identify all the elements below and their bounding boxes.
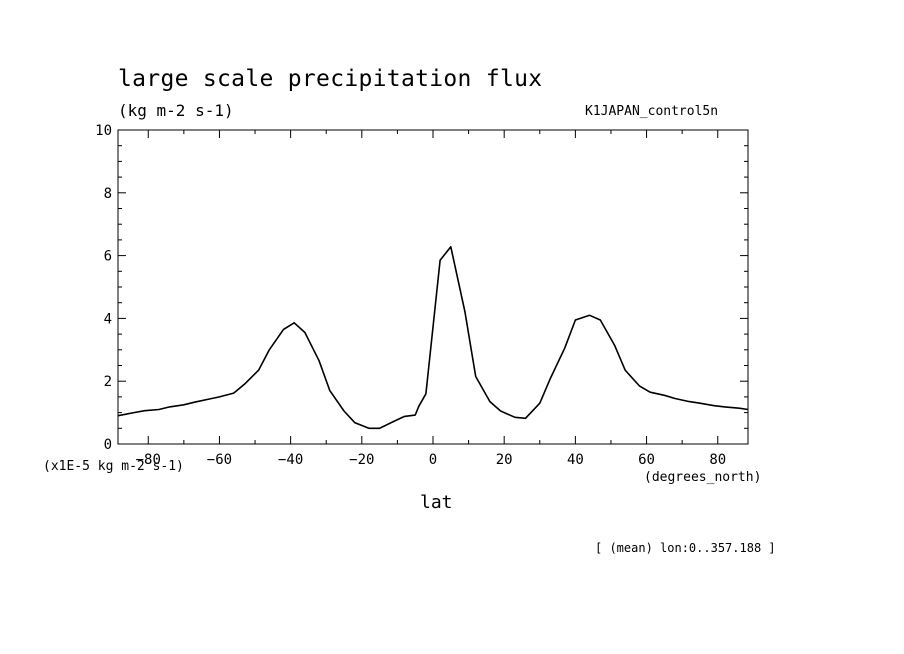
y-tick-label: 2 [104,374,112,390]
x-tick-label: 80 [709,452,726,468]
plot-frame [117,129,749,445]
x-axis-units: (degrees_north) [644,470,762,485]
x-tick-label: 40 [567,452,584,468]
chart-title: large scale precipitation flux [118,66,543,92]
x-tick-label: −20 [349,452,374,468]
run-name-label: K1JAPAN_control5n [585,104,719,119]
x-tick-label: 20 [496,452,513,468]
x-tick-label: 60 [638,452,655,468]
x-tick-label: −80 [136,452,161,468]
series-line [117,246,749,430]
mean-note: [ (mean) lon:0..357.188 ] [595,541,776,555]
x-tick-label: −60 [207,452,232,468]
axis-tick-labels: −80 −60 −40 −20 0 20 40 60 80 0 2 4 6 8 10 [95,123,726,468]
x-tick-label: 0 [429,452,437,468]
y-tick-label: 6 [104,249,112,265]
y-tick-label: 10 [95,123,112,139]
y-tick-label: 0 [104,437,112,453]
scale-factor-label: (x1E-5 kg m-2 s-1) [43,459,184,474]
x-axis-label: lat [420,492,453,513]
units-label: (kg m-2 s-1) [118,101,234,120]
y-tick-label: 4 [104,311,112,327]
series-layer [117,246,749,430]
axis-ticks [118,129,748,445]
x-tick-label: −40 [278,452,303,468]
y-tick-label: 8 [104,186,112,202]
